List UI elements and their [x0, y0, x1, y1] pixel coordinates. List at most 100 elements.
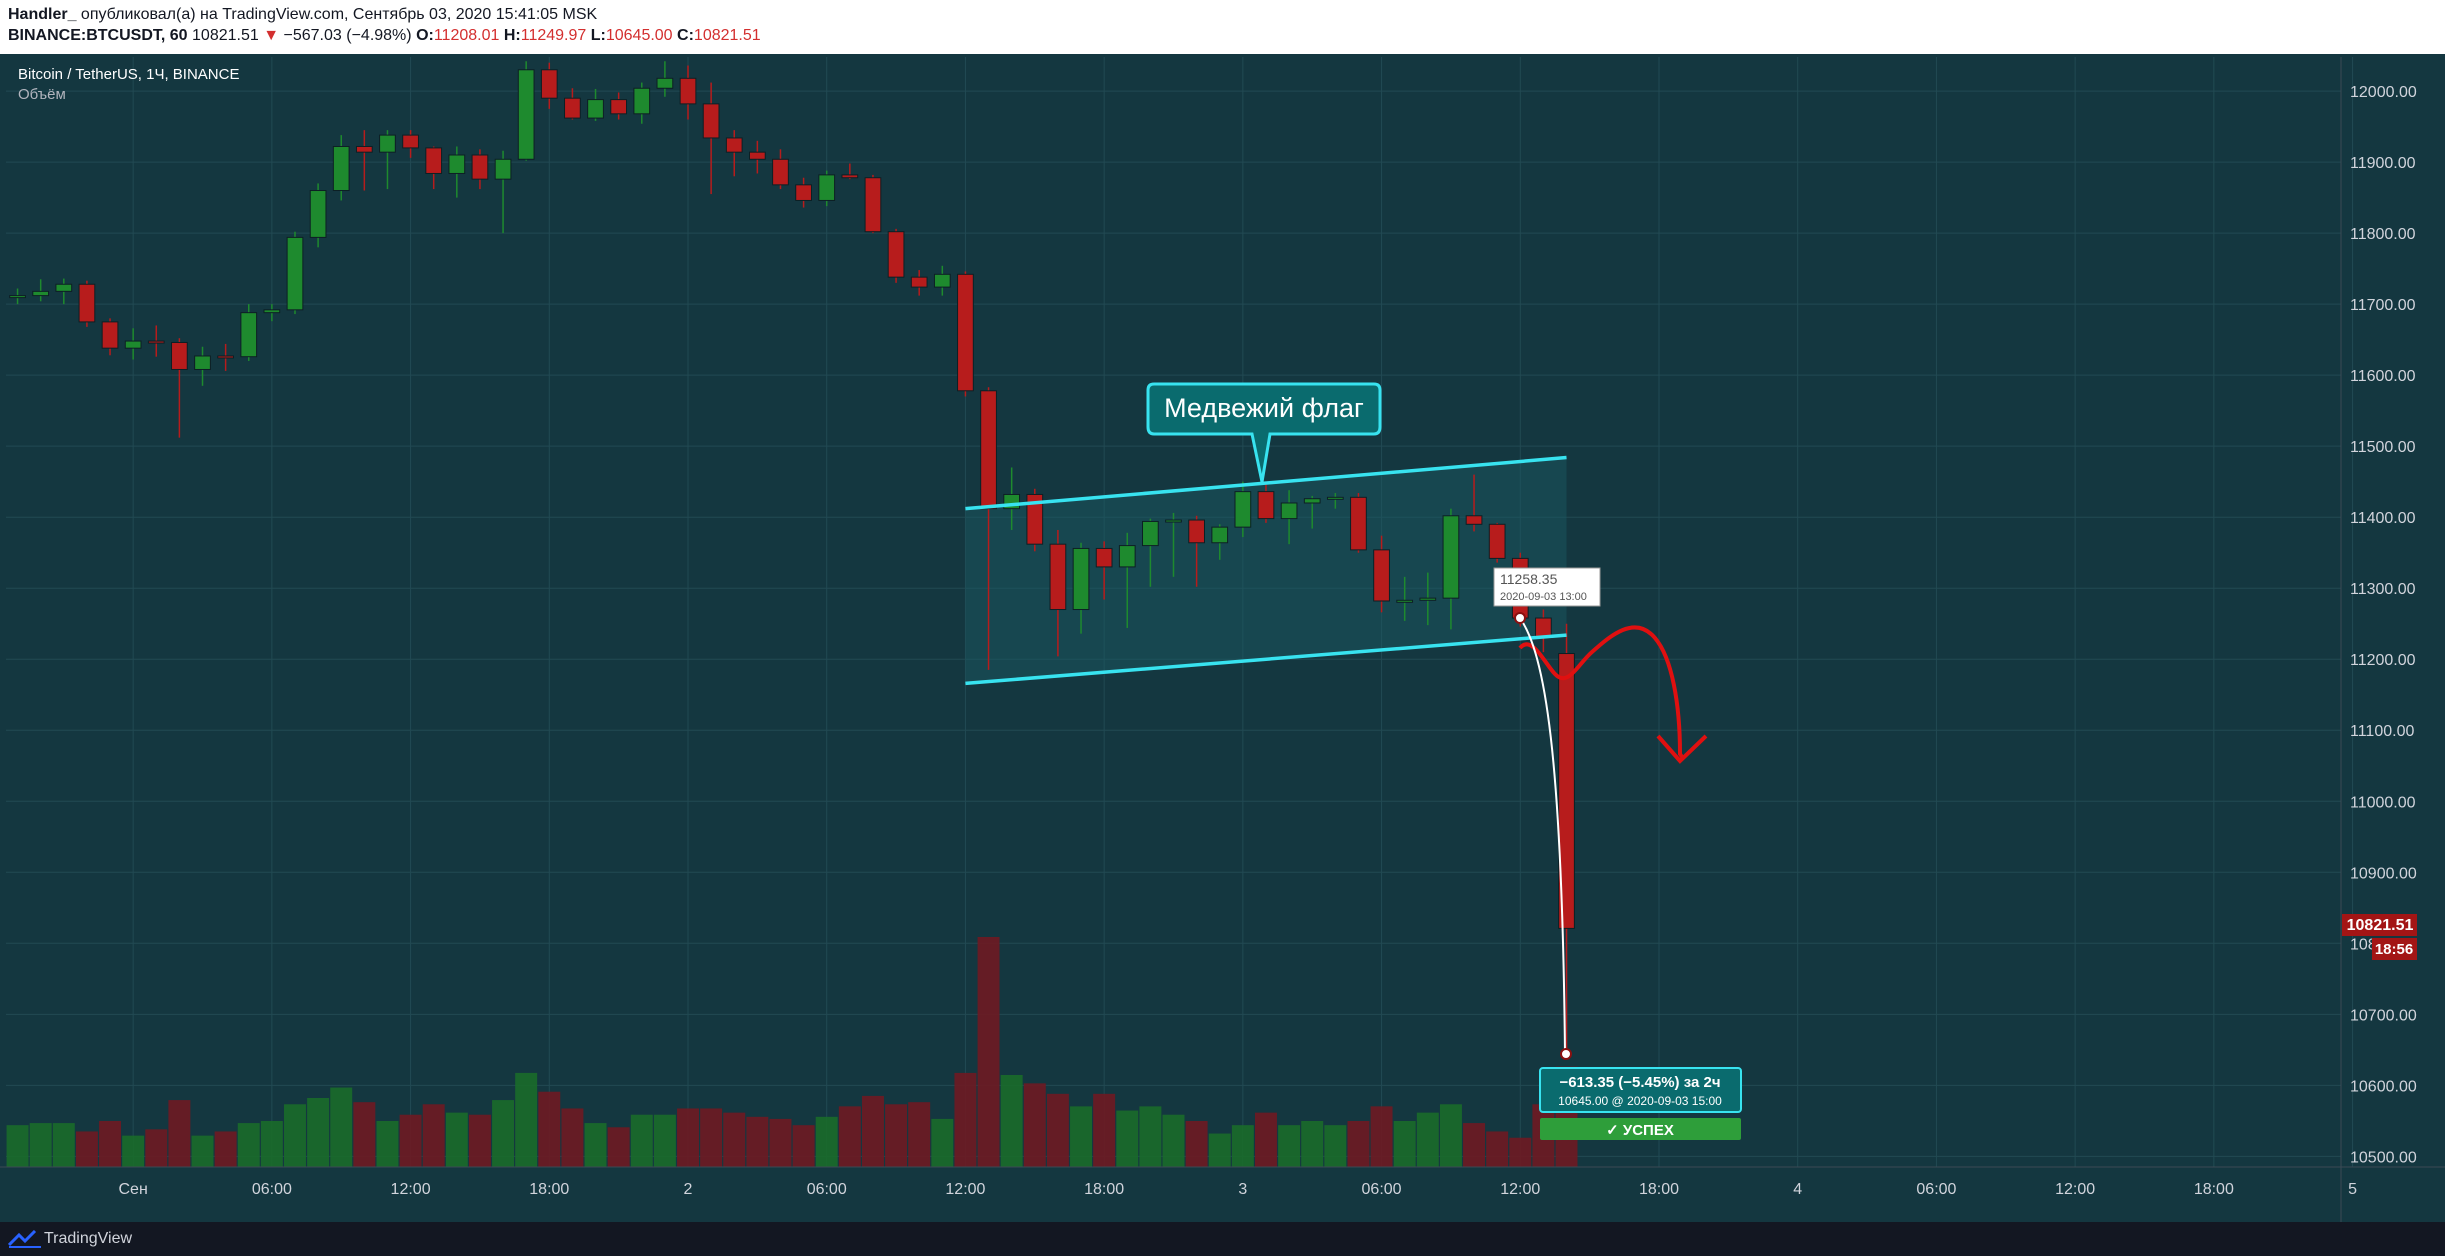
countdown-tag-box — [2372, 938, 2417, 960]
candle-body — [1465, 515, 1483, 525]
candle-body — [540, 69, 558, 99]
measure-line — [1519, 617, 1566, 1055]
volume-bar — [769, 1118, 792, 1167]
candles — [9, 61, 1575, 1054]
volume-bar — [815, 1116, 838, 1167]
candle-body — [379, 134, 396, 153]
volume-bar — [260, 1121, 283, 1167]
volume-bar — [1116, 1110, 1139, 1167]
volume-bar — [75, 1131, 98, 1167]
candle-body — [1188, 519, 1205, 544]
volume-bar — [145, 1129, 168, 1167]
published-text: опубликовал(а) на TradingView.com, Сентя… — [80, 6, 598, 23]
volume-bar — [422, 1104, 445, 1167]
volume-bar — [168, 1100, 191, 1167]
candle-body — [1118, 545, 1136, 568]
price-tick-label: 10900.00 — [2350, 865, 2417, 882]
callout-text: Медвежий флаг — [1164, 393, 1364, 423]
bear-flag-callout[interactable]: Медвежий флаг — [1146, 382, 1382, 483]
chart-symbol-title[interactable]: Bitcoin / TetherUS, 1Ч, BINANCE — [18, 66, 240, 83]
volume-bar — [1370, 1106, 1393, 1167]
candle-body — [448, 154, 466, 174]
close-label: C: — [677, 27, 694, 44]
candle-body — [910, 276, 928, 288]
candle-body — [402, 134, 419, 149]
price-axis[interactable]: 12000.00 11900.00 11800.00 11700.00 11600.00… — [2350, 84, 2417, 1166]
candle-body — [564, 97, 581, 119]
price-tick-label: 11100.00 — [2350, 723, 2414, 740]
time-axis[interactable]: Сен 06:00 12:00 18:00 2 06:00 12:00 18:00 3 06:00… — [119, 1181, 2358, 1198]
forecast-arrow — [1518, 625, 1708, 764]
tradingview-logo-icon[interactable] — [8, 1230, 42, 1248]
time-tick-label: 5 — [2348, 1181, 2357, 1198]
candle-body — [425, 147, 443, 174]
author-name[interactable]: Handler_ — [8, 6, 77, 23]
volume-bar — [1139, 1106, 1162, 1167]
candle-body — [1303, 498, 1321, 504]
candle-body — [887, 231, 905, 278]
candle-body — [1257, 491, 1275, 520]
candle-body — [957, 273, 974, 392]
candle-body — [1234, 491, 1252, 528]
volume-bar — [284, 1104, 306, 1167]
candle-body — [1049, 543, 1067, 611]
candle-body — [101, 321, 119, 349]
volume-bar — [1416, 1112, 1439, 1167]
volume-bar — [861, 1095, 884, 1167]
last-price: 10821.51 — [192, 27, 259, 44]
time-tick-label: 12:00 — [945, 1181, 985, 1198]
point-tooltip-time: 2020-09-03 13:00 — [1500, 591, 1587, 603]
time-tick-label: 12:00 — [1500, 1181, 1540, 1198]
channel-upper-line[interactable] — [965, 455, 1567, 511]
down-triangle-icon: ▼ — [263, 27, 280, 44]
volume-bar — [468, 1114, 491, 1167]
price-tick-label: 11300.00 — [2350, 581, 2416, 598]
volume-bar — [977, 937, 1000, 1167]
candle-body — [656, 77, 674, 89]
volume-bar — [1185, 1121, 1208, 1167]
candlestick-chart[interactable]: Медвежий флаг 11258.35 2020-09-03 13:00 … — [0, 54, 2445, 1222]
channel-fill — [965, 457, 1567, 684]
forecast-curve — [1518, 625, 1684, 759]
tradingview-brand[interactable]: TradingView — [44, 1230, 133, 1247]
candle-body — [749, 151, 766, 160]
candle-body — [1373, 549, 1390, 602]
candle-body — [587, 99, 604, 119]
time-tick-label: 2 — [684, 1181, 693, 1198]
candle-body — [494, 158, 512, 180]
volume-bar — [1208, 1133, 1231, 1167]
candle-body — [124, 340, 142, 349]
volume-bar — [237, 1123, 260, 1167]
time-tick-label: 12:00 — [391, 1181, 431, 1198]
channel-lower-line[interactable] — [965, 633, 1567, 686]
publication-header: Handler_ опубликовал(а) на TradingView.c… — [0, 0, 2445, 54]
low-value: 10645.00 — [605, 27, 673, 44]
volume-bar — [792, 1125, 815, 1167]
volume-bar — [931, 1118, 954, 1167]
price-tick-label: 10700.00 — [2350, 1007, 2417, 1024]
candle-body — [679, 77, 697, 105]
price-range-measure[interactable]: 11258.35 2020-09-03 13:00 −613.35 (−5.45… — [1493, 567, 1742, 1140]
price-tick-label: 11400.00 — [2350, 510, 2416, 527]
candle-body — [1442, 515, 1460, 599]
symbol-label: BINANCE:BTCUSDT, 60 — [8, 27, 188, 44]
candle-body — [1072, 547, 1090, 611]
candle-body — [1165, 519, 1182, 523]
price-tick-label: 11800.00 — [2350, 226, 2416, 243]
volume-bar — [99, 1121, 122, 1167]
volume-bar — [191, 1135, 214, 1167]
volume-bar — [885, 1104, 908, 1167]
volume-bar — [700, 1108, 723, 1167]
candle-body — [980, 390, 997, 510]
price-tag-box — [2342, 914, 2417, 936]
candle-body — [263, 309, 281, 314]
price-tick-label: 11000.00 — [2350, 794, 2416, 811]
chart-area[interactable]: Медвежий флаг 11258.35 2020-09-03 13:00 … — [0, 54, 2445, 1222]
candle-body — [1211, 526, 1229, 544]
price-tick-label: 11900.00 — [2350, 155, 2416, 172]
time-tick-label: 06:00 — [1916, 1181, 1956, 1198]
volume-bar — [399, 1114, 422, 1167]
volume-bar — [1347, 1121, 1370, 1167]
volume-indicator-label[interactable]: Объём — [18, 86, 66, 103]
point-tooltip — [1493, 567, 1601, 607]
